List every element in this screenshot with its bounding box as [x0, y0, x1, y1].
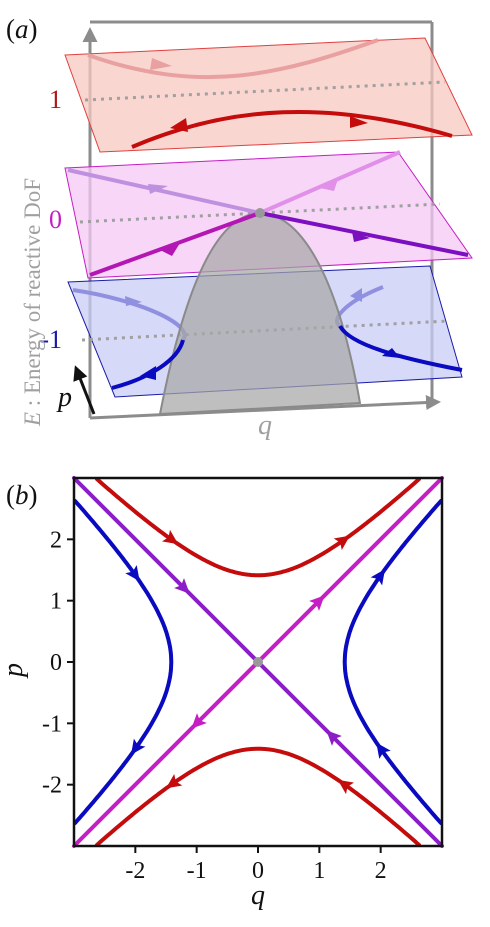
- x-tick-label: 1: [313, 858, 325, 884]
- y-tick-label: 2: [50, 527, 62, 553]
- saddle-point: [253, 657, 263, 667]
- y-tick-label: -2: [42, 773, 62, 799]
- direction-arrowhead: [337, 779, 354, 795]
- y-axis-ticks: -2 -1 0 1 2: [42, 527, 74, 799]
- panel-b-phase-portrait: (b) -2 -1 0 1 2 -2 -1 0 1 2 q p: [0, 476, 444, 911]
- arrowhead: [382, 348, 400, 358]
- plane-energy-minus-1-front: [111, 288, 463, 390]
- direction-arrowhead: [326, 730, 342, 746]
- saddle-point-3d: [255, 208, 265, 218]
- arrowhead: [160, 243, 180, 256]
- direction-arrowhead: [131, 738, 146, 755]
- arrowhead: [125, 296, 142, 306]
- y-tick-label: 1: [50, 589, 62, 615]
- separatrix-incoming-front: [89, 211, 261, 277]
- x-tick-label: -2: [125, 858, 145, 884]
- arrowhead: [350, 288, 362, 302]
- level-label-0: 0: [49, 205, 62, 234]
- direction-arrowhead: [162, 529, 179, 545]
- x-tick-label: 2: [375, 858, 387, 884]
- x-tick-label: -1: [187, 858, 207, 884]
- q-axis-label-3d: q: [258, 410, 272, 441]
- arrowhead: [170, 118, 188, 132]
- energy-axis-label: E : Energy of reactive DoF: [20, 178, 45, 427]
- p-axis-label: p: [56, 382, 72, 413]
- lower-red-hyperbola: [95, 746, 421, 847]
- direction-arrowhead: [166, 774, 183, 789]
- right-blue-hyperbola: [342, 499, 443, 825]
- direction-arrowhead: [174, 578, 190, 594]
- y-tick-label: -1: [42, 711, 62, 737]
- left-trajectory-lower: [111, 339, 185, 390]
- p-axis-arrow: [73, 365, 96, 415]
- panel-a-diagram: (a): [6, 14, 473, 441]
- separatrix-incoming: [67, 168, 261, 215]
- direction-arrowhead: [376, 742, 391, 759]
- y-axis-label: p: [0, 663, 29, 679]
- plane-energy-1: [64, 37, 473, 153]
- x-axis-ticks: -2 -1 0 1 2: [125, 846, 387, 884]
- arrowhead: [320, 179, 338, 191]
- left-blue-hyperbola: [73, 499, 174, 825]
- plane-energy-0-front: [89, 179, 469, 277]
- plot-arrows: [125, 529, 391, 795]
- panel-b-label: (b): [6, 480, 38, 510]
- y-tick-label: 0: [50, 650, 62, 676]
- separatrix-outgoing: [259, 150, 401, 215]
- upper-trajectory-energy-1: [87, 38, 379, 80]
- direction-arrowhead: [125, 565, 140, 582]
- arrowhead: [148, 184, 168, 194]
- direction-arrowhead: [191, 713, 207, 729]
- panel-a-label: (a): [6, 14, 38, 44]
- arrowhead: [350, 116, 368, 128]
- direction-arrowhead: [370, 569, 385, 586]
- arrowhead: [150, 58, 172, 70]
- x-axis-label: q: [251, 880, 265, 911]
- q-axis-arrow: [89, 395, 441, 420]
- arrowhead: [352, 232, 370, 242]
- x-tick-label: 0: [252, 858, 264, 884]
- right-trajectory-lower: [338, 324, 463, 372]
- arrowhead: [140, 366, 156, 380]
- level-label-minus-1: -1: [40, 325, 62, 354]
- direction-arrowhead: [333, 535, 350, 550]
- lower-trajectory-energy-1: [131, 110, 453, 149]
- level-label-1: 1: [49, 85, 62, 114]
- upper-red-hyperbola: [95, 477, 421, 578]
- separatrix-outgoing-front: [259, 211, 469, 257]
- direction-arrowhead: [309, 595, 325, 611]
